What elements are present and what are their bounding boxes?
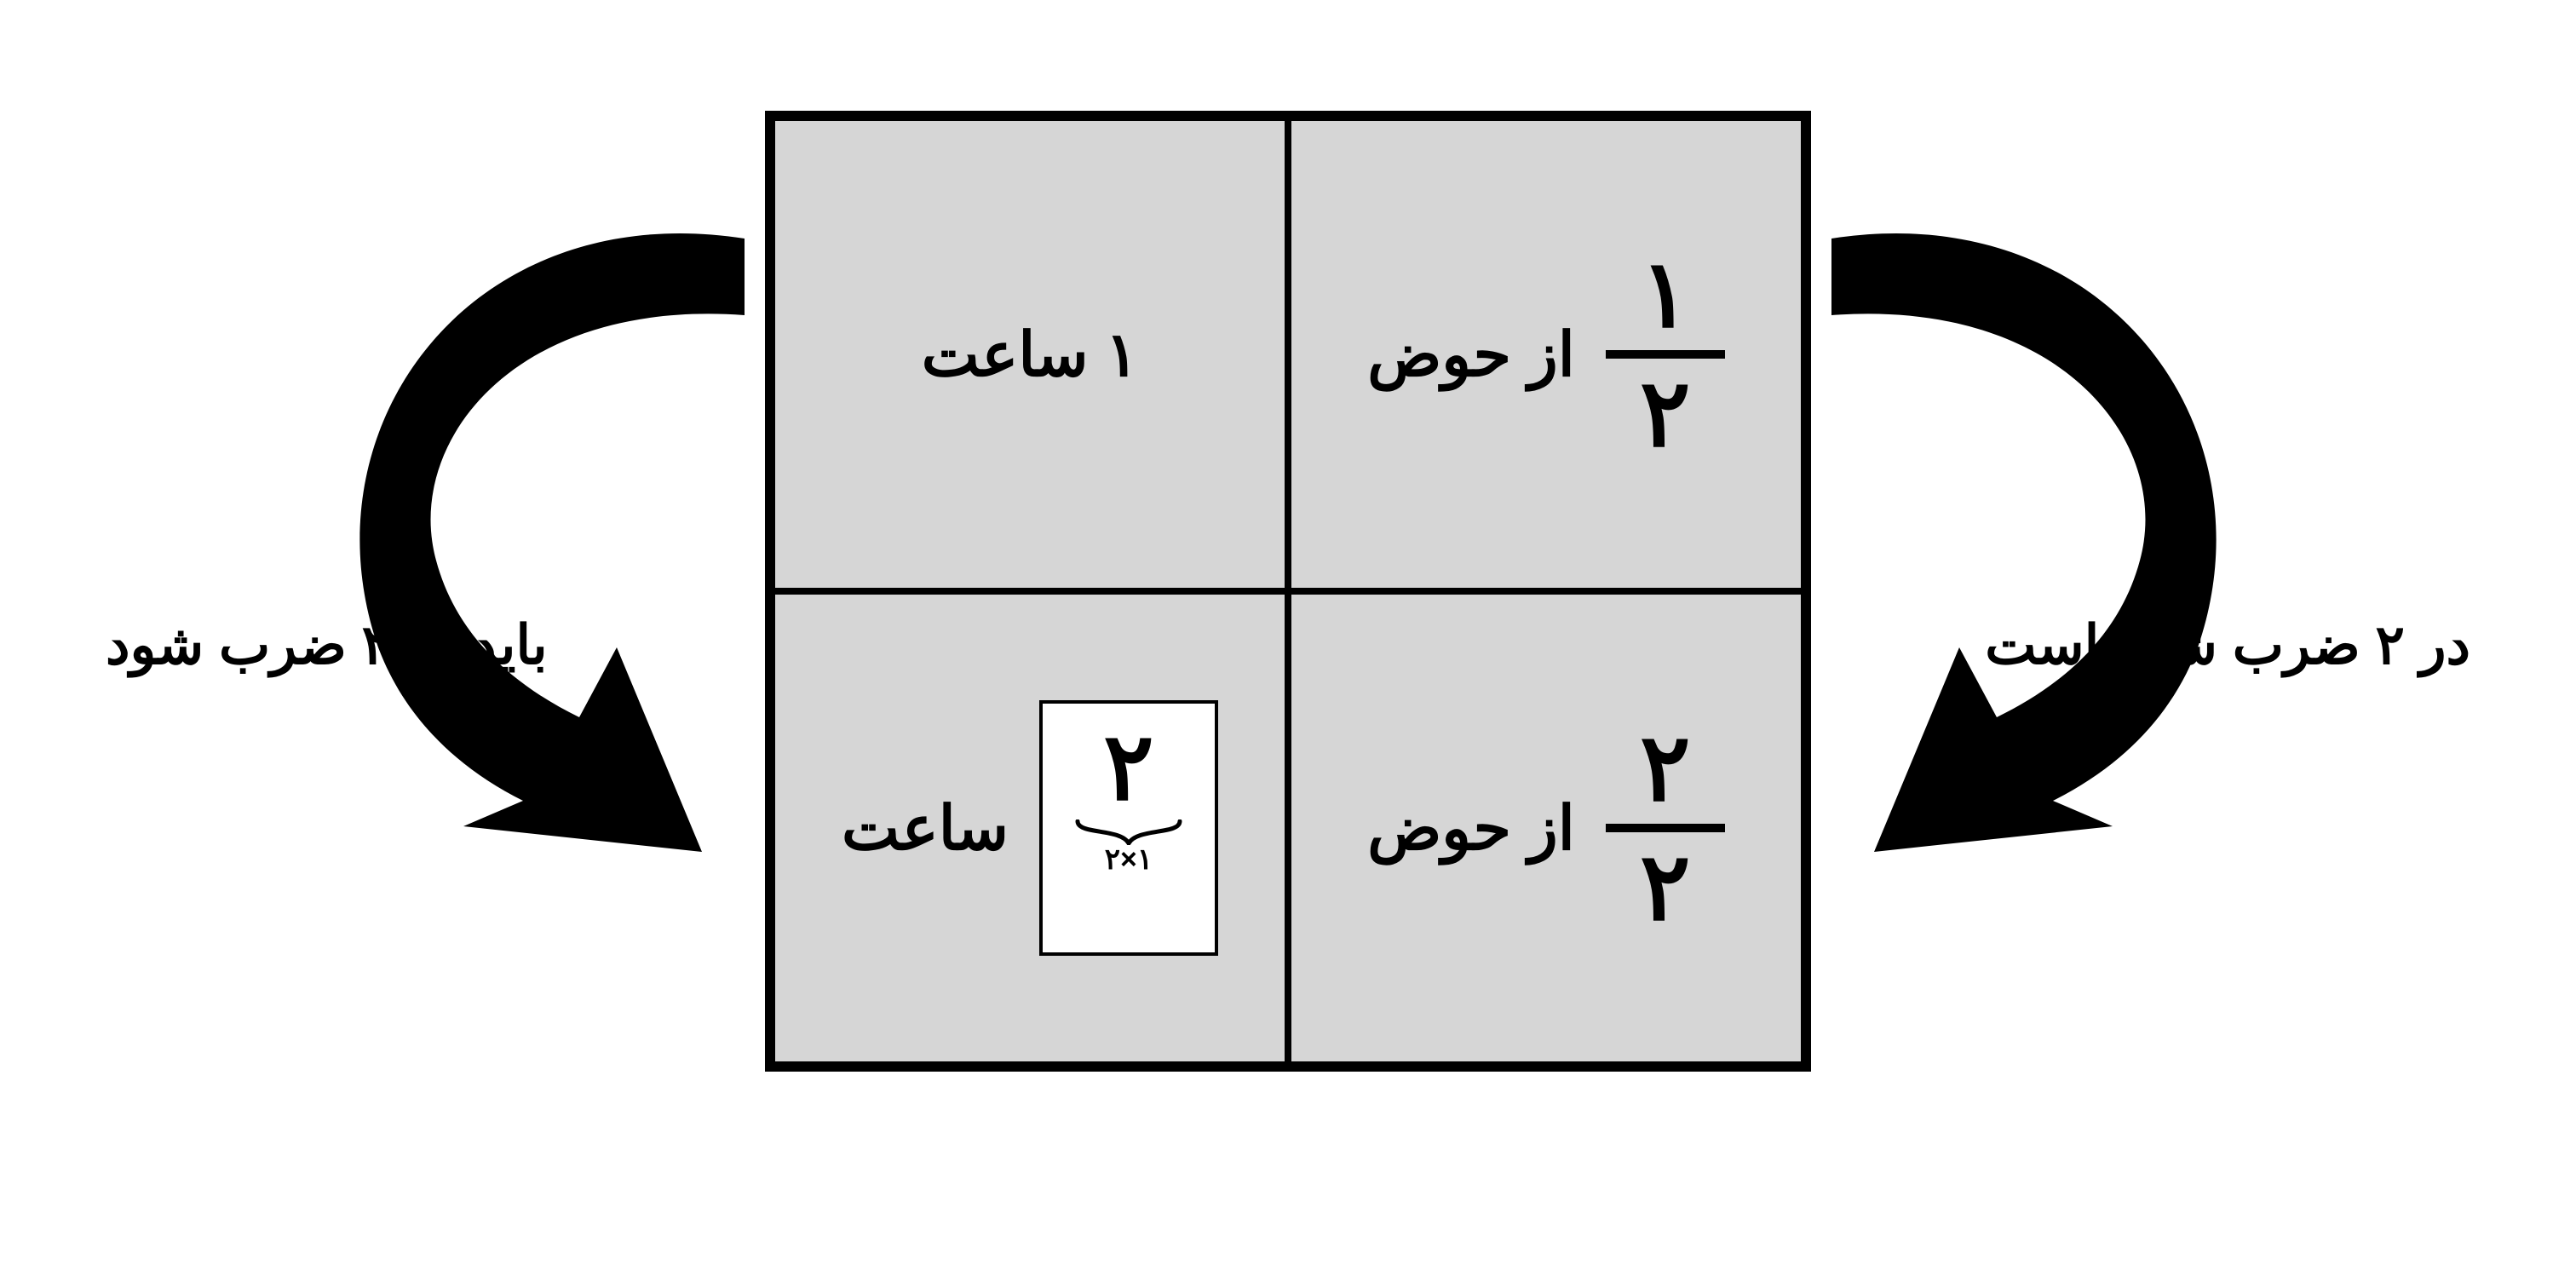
arrow-left-icon <box>319 204 779 869</box>
label-left: باید در ۲ ضرب شود <box>106 613 548 677</box>
cell-bottom-right-text: از حوض <box>1367 792 1575 864</box>
cell-bottom-left-text: ساعت <box>842 792 1009 864</box>
cell-bottom-right: از حوض ۲ ۲ <box>1288 591 1804 1065</box>
fraction-bar <box>1606 824 1725 832</box>
cell-top-left-text: ۱ ساعت <box>922 319 1139 390</box>
fraction-bar <box>1606 350 1725 359</box>
fraction-denominator: ۲ <box>1640 367 1690 461</box>
cell-top-right-text: از حوض <box>1367 319 1575 390</box>
arrow-right-icon <box>1797 204 2257 869</box>
fraction-1-over-2: ۱ ۲ <box>1606 248 1725 461</box>
fraction-denominator: ۲ <box>1640 841 1690 934</box>
answer-value: ۲ <box>1103 721 1153 814</box>
answer-box: ۲ ۱×۲ <box>1039 700 1218 956</box>
cell-bottom-left: ساعت ۲ ۱×۲ <box>772 591 1288 1065</box>
label-right: در ۲ ضرب شده است <box>1985 613 2470 677</box>
fraction-numerator: ۱ <box>1640 248 1690 342</box>
fraction-numerator: ۲ <box>1640 722 1690 815</box>
cell-top-left: ۱ ساعت <box>772 118 1288 591</box>
proportion-grid: از حوض ۱ ۲ ۱ ساعت از حوض ۲ ۲ <box>765 111 1811 1072</box>
diagram-stage: از حوض ۱ ۲ ۱ ساعت از حوض ۲ ۲ <box>0 0 2576 1288</box>
answer-underscript: ۱×۲ <box>1105 845 1153 874</box>
cell-top-right: از حوض ۱ ۲ <box>1288 118 1804 591</box>
answer-underscript-group: ۱×۲ <box>1073 819 1184 874</box>
fraction-2-over-2: ۲ ۲ <box>1606 722 1725 934</box>
curly-brace-icon <box>1073 819 1184 845</box>
